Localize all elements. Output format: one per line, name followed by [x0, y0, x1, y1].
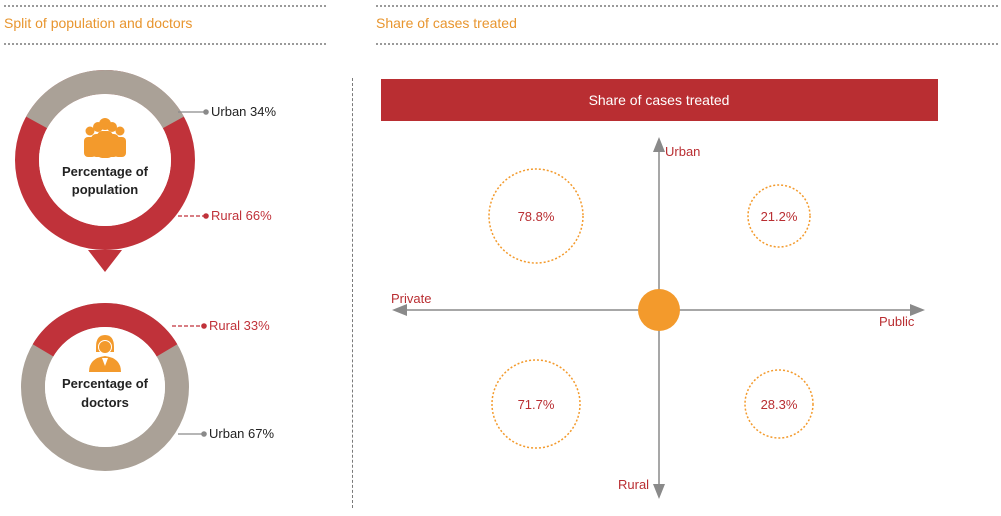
section-separator: [352, 78, 353, 508]
axis-label-private: Private: [391, 291, 431, 306]
axis-label-urban: Urban: [665, 144, 700, 159]
cell-public-rural: 28.3%: [744, 369, 814, 439]
right-bottom-divider: [376, 43, 998, 45]
connector-pointer: [88, 250, 122, 272]
doctors-rural-segment: [32, 303, 178, 357]
population-urban-callout: Urban 34%: [178, 104, 276, 119]
value-public-urban: 21.2%: [761, 209, 798, 224]
axis-label-public: Public: [879, 314, 915, 329]
people-group-icon: [84, 118, 126, 158]
cell-private-urban: 78.8%: [488, 168, 584, 264]
doctors-urban-label: Urban 67%: [209, 426, 274, 441]
population-center-label-line2: population: [72, 182, 138, 197]
population-rural-callout: Rural 66%: [178, 208, 272, 223]
doctors-rural-label: Rural 33%: [209, 318, 270, 333]
cases-banner-label: Share of cases treated: [589, 92, 730, 108]
population-center-label-line1: Percentage of: [62, 164, 149, 179]
population-donut-hole: [39, 94, 171, 226]
doctors-donut-hole: [45, 327, 165, 447]
left-bottom-divider: [4, 43, 326, 45]
doctor-icon: [89, 335, 121, 372]
origin-dot: [638, 289, 680, 331]
population-urban-label: Urban 34%: [211, 104, 276, 119]
left-section-title: Split of population and doctors: [4, 15, 193, 31]
value-private-rural: 71.7%: [518, 397, 555, 412]
right-top-divider: [376, 5, 998, 7]
right-section-title: Share of cases treated: [376, 15, 517, 31]
population-rural-label: Rural 66%: [211, 208, 272, 223]
left-top-divider: [4, 5, 326, 7]
quadrant-diagram: Share of cases treated Urban Rural Priva…: [381, 79, 938, 499]
doctors-rural-callout: Rural 33%: [172, 318, 270, 333]
doctors-center-label-line2: doctors: [81, 395, 129, 410]
cases-banner: [381, 79, 938, 121]
population-donut: Percentage of population: [15, 70, 195, 272]
cell-private-rural: 71.7%: [491, 359, 581, 449]
doctors-urban-callout: Urban 67%: [178, 426, 274, 441]
population-urban-segment: [26, 70, 184, 129]
doctors-center-label-line1: Percentage of: [62, 376, 149, 391]
doctors-donut: Percentage of doctors: [21, 303, 189, 471]
axis-label-rural: Rural: [618, 477, 649, 492]
cell-public-urban: 21.2%: [747, 184, 811, 248]
value-public-rural: 28.3%: [761, 397, 798, 412]
value-private-urban: 78.8%: [518, 209, 555, 224]
